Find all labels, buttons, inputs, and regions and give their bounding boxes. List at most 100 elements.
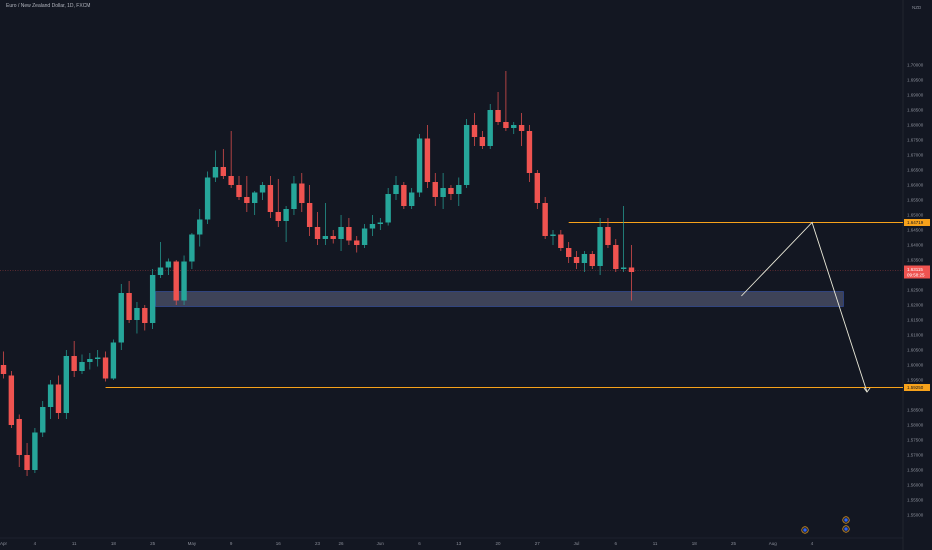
y-tick-label: 1.69500	[907, 78, 924, 83]
y-tick-label: 1.64000	[907, 243, 924, 248]
y-tick-label: 1.60500	[907, 348, 924, 353]
bullish-candle	[620, 267, 627, 269]
bearish-candle	[479, 137, 486, 146]
projection-path[interactable]	[741, 221, 868, 393]
bullish-candle	[511, 125, 517, 128]
bearish-candle	[236, 185, 242, 197]
bullish-candle	[581, 254, 588, 263]
x-tick-label: Aug	[769, 541, 778, 546]
level-price-tag	[904, 219, 930, 226]
bullish-candle	[212, 167, 219, 178]
y-tick-label: 1.66500	[907, 168, 924, 173]
y-tick-label: 1.61000	[907, 333, 924, 338]
bearish-candle	[142, 308, 148, 323]
current-price-tag	[904, 265, 930, 279]
bearish-candle	[424, 138, 431, 182]
y-tick-label: 1.62500	[907, 288, 924, 293]
bullish-candle	[550, 234, 556, 236]
level-price-label: 1.64719	[907, 220, 924, 225]
bearish-candle	[24, 455, 30, 470]
x-tick-label: 11	[653, 541, 658, 546]
bearish-candle	[102, 357, 109, 379]
bearish-candle	[244, 197, 250, 203]
bullish-candle	[283, 209, 289, 221]
currency-label: NZD	[912, 5, 922, 10]
bearish-candle	[8, 375, 15, 425]
y-tick-label: 1.70000	[907, 63, 924, 68]
y-tick-label: 1.56000	[907, 483, 924, 488]
y-tick-label: 1.55500	[907, 498, 924, 503]
bullish-candle	[95, 357, 101, 359]
bearish-candle	[71, 356, 77, 371]
bullish-candle	[440, 188, 446, 197]
x-tick-label: 20	[496, 541, 502, 546]
bearish-candle	[55, 384, 62, 413]
y-tick-label: 1.60000	[907, 363, 924, 368]
current-price-label: 1.63115	[907, 267, 923, 272]
x-tick-label: 6	[615, 541, 618, 546]
bearish-candle	[306, 203, 313, 227]
y-tick-label: 1.57000	[907, 453, 924, 458]
y-tick-label: 1.66000	[907, 183, 924, 188]
bearish-candle	[126, 293, 132, 320]
bearish-candle	[566, 248, 572, 257]
demand-zone[interactable]	[155, 291, 844, 307]
x-tick-label: 4	[34, 541, 37, 546]
bullish-candle	[79, 362, 85, 371]
candle-countdown: 09:58:25	[907, 273, 925, 278]
y-tick-label: 1.59500	[907, 378, 924, 383]
bullish-candle	[338, 227, 344, 239]
bearish-candle	[173, 261, 179, 301]
bullish-candle	[157, 267, 164, 275]
y-tick-label: 1.57500	[907, 438, 924, 443]
bearish-candle	[448, 188, 454, 194]
bearish-candle	[16, 419, 22, 455]
y-tick-label: 1.56500	[907, 468, 924, 473]
bullish-candle	[377, 222, 383, 224]
bullish-candle	[416, 138, 423, 193]
bullish-candle	[40, 407, 46, 433]
bullish-candle	[181, 261, 187, 301]
bullish-candle	[369, 224, 376, 229]
x-tick-label: 18	[111, 541, 117, 546]
bearish-candle	[542, 203, 548, 236]
bearish-candle	[558, 234, 564, 248]
bearish-candle	[628, 267, 635, 272]
x-tick-label: 4	[811, 541, 814, 546]
bearish-candle	[471, 125, 478, 137]
x-tick-label: 25	[150, 541, 156, 546]
x-tick-label: 9	[230, 541, 233, 546]
x-tick-label: Jun	[377, 541, 385, 546]
bearish-candle	[299, 183, 305, 203]
bearish-candle	[0, 365, 7, 374]
bullish-candle	[189, 234, 195, 262]
bullish-candle	[134, 308, 140, 320]
y-tick-label: 1.58000	[907, 423, 924, 428]
bullish-candle	[149, 275, 156, 323]
bullish-candle	[385, 194, 391, 223]
x-tick-label: May	[188, 541, 197, 546]
bearish-candle	[605, 227, 611, 245]
x-tick-label: 26	[339, 541, 345, 546]
event-marker-dot	[844, 518, 848, 522]
y-tick-label: 1.55000	[907, 513, 924, 518]
x-tick-label: 13	[456, 541, 462, 546]
bearish-candle	[573, 257, 580, 263]
projection-arrowhead	[863, 387, 871, 393]
y-tick-label: 1.63500	[907, 258, 924, 263]
y-tick-label: 1.62000	[907, 303, 924, 308]
bullish-candle	[291, 183, 297, 209]
bearish-candle	[503, 122, 509, 128]
bearish-candle	[314, 227, 321, 239]
bullish-candle	[259, 185, 266, 193]
event-marker-dot	[844, 527, 848, 531]
bearish-candle	[613, 245, 619, 269]
x-tick-label: Apr	[0, 541, 7, 546]
y-tick-label: 1.64500	[907, 228, 924, 233]
bearish-candle	[526, 131, 533, 173]
y-tick-label: 1.65500	[907, 198, 924, 203]
y-tick-label: 1.68000	[907, 123, 924, 128]
x-tick-label: 11	[72, 541, 77, 546]
event-marker-dot	[803, 528, 807, 532]
